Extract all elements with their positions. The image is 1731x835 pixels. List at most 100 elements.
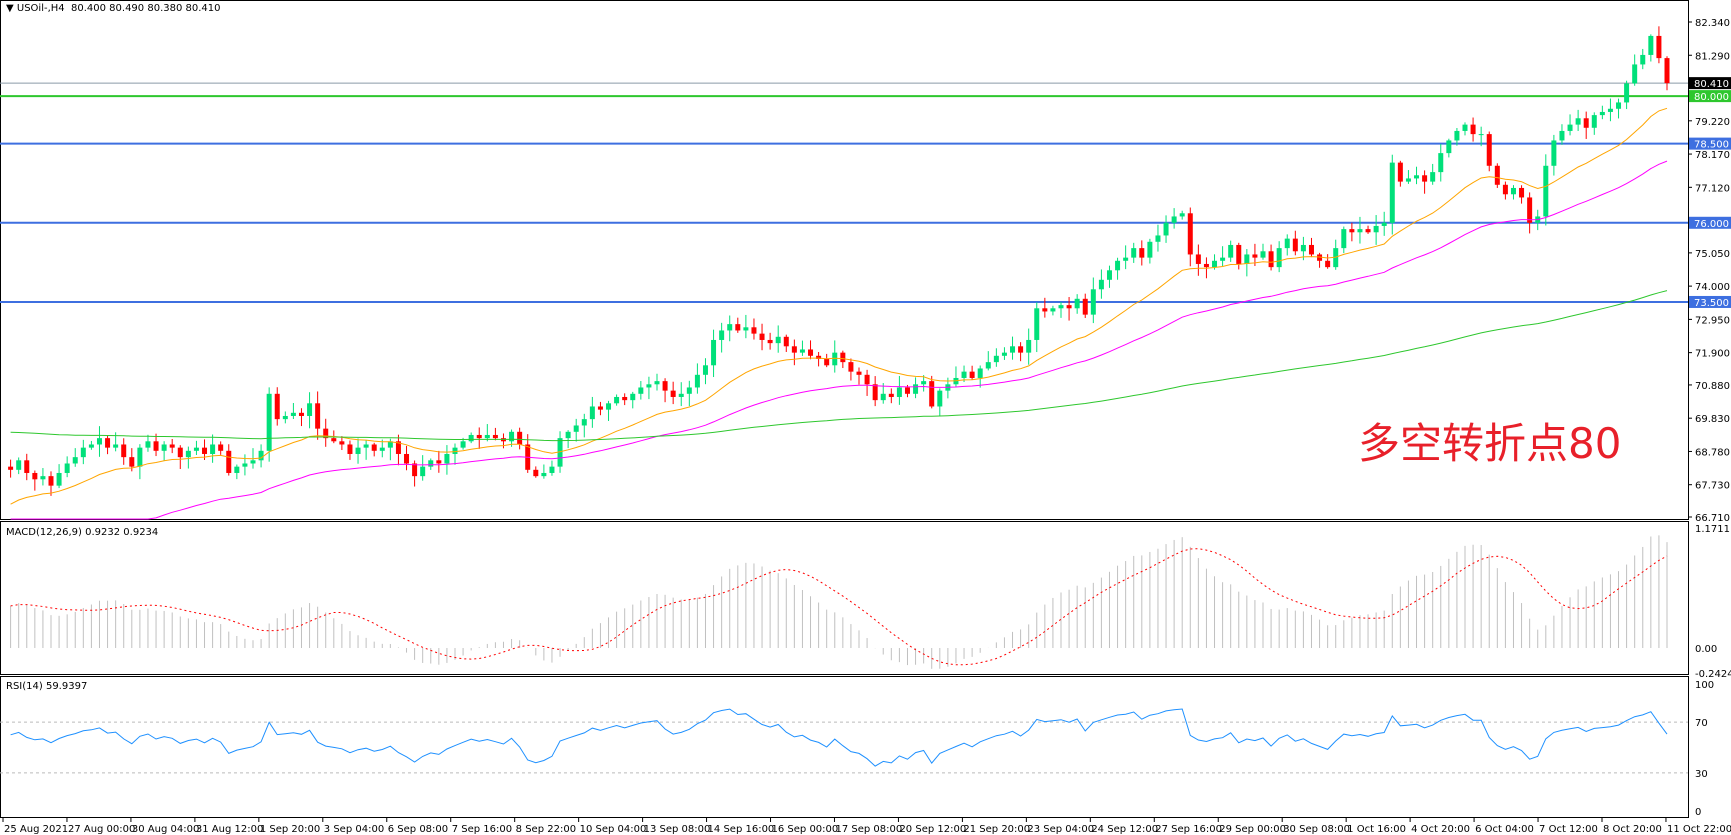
candle-body	[896, 387, 902, 397]
candle-body	[678, 393, 684, 397]
candle-body	[589, 406, 595, 420]
candle-body	[379, 447, 385, 451]
candle-body	[638, 387, 644, 394]
candle-body	[145, 441, 151, 448]
candle-body	[993, 355, 999, 363]
rsi-tick-label: 0	[1695, 807, 1701, 818]
candle-body	[517, 431, 523, 445]
candle-body	[799, 349, 805, 353]
time-tick-label: 17 Sep 08:00	[835, 824, 902, 835]
candle-body	[468, 434, 474, 442]
candle-body	[290, 412, 296, 416]
candle-body	[686, 387, 692, 394]
candle-body	[210, 444, 216, 454]
candle-body	[1268, 251, 1274, 268]
price-tick-label: 67.730	[1695, 481, 1730, 492]
rsi-panel-frame	[0, 676, 1689, 818]
level-label: 80.000	[1694, 92, 1729, 103]
candle-body	[1252, 254, 1258, 258]
candle-body	[977, 368, 983, 378]
time-tick-label: 23 Sep 04:00	[1027, 824, 1094, 835]
price-tick-label: 81.290	[1695, 51, 1730, 62]
candle-body	[56, 472, 62, 486]
candle-body	[961, 371, 967, 378]
candle-body	[727, 324, 733, 331]
candle-body	[824, 358, 830, 366]
price-tick-label: 79.220	[1695, 117, 1730, 128]
candle-body	[202, 447, 208, 454]
rsi-tick-label: 100	[1695, 680, 1714, 691]
candle-body	[88, 444, 94, 448]
macd-signal-line	[10, 548, 1668, 666]
candle-body	[436, 460, 442, 464]
candle-body	[315, 403, 321, 429]
candle-body	[1397, 162, 1403, 182]
candle-body	[484, 434, 490, 439]
candle-body	[630, 393, 636, 401]
candle-body	[1478, 134, 1484, 136]
candle-body	[274, 393, 280, 420]
candle-body	[1454, 130, 1460, 141]
candle-body	[775, 336, 781, 344]
price-tick-label: 82.340	[1695, 18, 1730, 29]
candle-body	[1405, 178, 1411, 182]
candle-body	[872, 384, 878, 401]
candle-body	[1333, 248, 1339, 268]
candle-body	[1656, 35, 1662, 59]
candle-body	[1082, 298, 1088, 315]
candle-body	[1543, 165, 1549, 217]
candle-body	[113, 444, 119, 448]
candle-body	[121, 444, 127, 458]
candle-body	[1462, 124, 1468, 131]
candle-body	[1414, 175, 1420, 179]
candle-body	[1228, 244, 1234, 258]
candle-body	[444, 453, 450, 464]
candle-body	[226, 450, 232, 473]
candle-body	[387, 441, 393, 448]
candle-body	[533, 469, 539, 477]
candle-body	[323, 428, 329, 439]
main-panel-frame	[0, 0, 1689, 520]
candle-body	[832, 352, 838, 366]
candle-body	[1325, 260, 1331, 268]
time-tick-label: 16 Sep 00:00	[772, 824, 839, 835]
candle-body	[711, 339, 717, 366]
candle-body	[242, 463, 248, 467]
candle-body	[1422, 175, 1428, 182]
candle-body	[1001, 352, 1007, 356]
candle-body	[565, 431, 571, 439]
time-tick-label: 21 Sep 20:00	[963, 824, 1030, 835]
candle-body	[129, 457, 135, 467]
candle-body	[864, 374, 870, 385]
candle-body	[492, 434, 498, 439]
price-tick-label: 77.120	[1695, 183, 1730, 194]
candle-body	[1357, 229, 1363, 233]
candle-body	[1018, 346, 1024, 353]
price-tick-label: 72.950	[1695, 315, 1730, 326]
candle-body	[614, 396, 620, 404]
candle-body	[557, 438, 563, 467]
time-tick-label: 6 Sep 08:00	[388, 824, 448, 835]
candle-body	[428, 460, 434, 467]
price-tick-label: 68.780	[1695, 447, 1730, 458]
candle-body	[1381, 222, 1387, 226]
candle-body	[1131, 248, 1137, 258]
candle-body	[452, 447, 458, 454]
candle-body	[1106, 270, 1112, 280]
level-label: 73.500	[1694, 298, 1729, 309]
candle-body	[1664, 58, 1670, 84]
candle-body	[96, 438, 102, 445]
time-tick-label: 27 Sep 16:00	[1155, 824, 1222, 835]
candle-body	[1373, 225, 1379, 233]
candle-body	[1010, 346, 1016, 353]
candle-body	[371, 444, 377, 451]
candle-body	[1163, 222, 1169, 236]
candle-body	[282, 415, 288, 420]
candle-body	[1502, 184, 1508, 195]
time-tick-label: 30 Aug 04:00	[132, 824, 199, 835]
candle-body	[347, 444, 353, 454]
candle-body	[307, 403, 313, 416]
time-tick-label: 14 Sep 16:00	[708, 824, 775, 835]
time-tick-label: 1 Sep 20:00	[260, 824, 320, 835]
